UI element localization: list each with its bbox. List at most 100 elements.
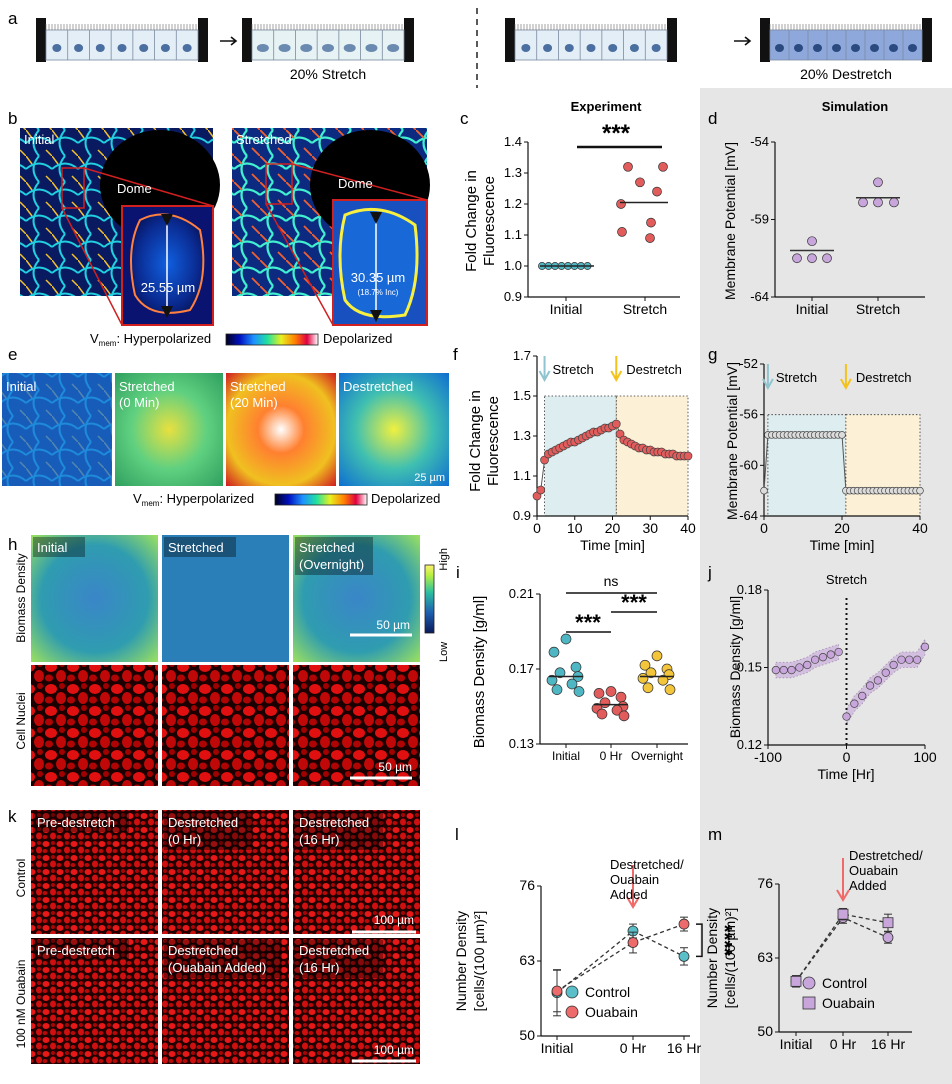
x-tick-label: 0 Hr <box>600 749 623 763</box>
data-point <box>916 486 924 495</box>
e-stretched-20-image <box>226 373 336 486</box>
cell-nucleus <box>775 44 784 52</box>
data-point <box>618 710 630 722</box>
series-line <box>556 930 685 994</box>
chart-d-title: Simulation <box>822 99 889 114</box>
chart-c-title: Experiment <box>571 99 642 114</box>
y-axis-label: Biomass Density [g/ml] <box>471 596 488 749</box>
destretch-arrow <box>626 865 640 909</box>
cell-nucleus <box>870 44 879 52</box>
k-ouabain-tag-added: (Ouabain Added) <box>168 960 266 975</box>
e-scale-label: 25 µm <box>414 472 445 484</box>
y-tick-label: 63 <box>519 952 535 968</box>
data-point <box>560 633 572 645</box>
data-point <box>651 650 663 662</box>
chart-l: Number Density [cells/(100 µm)²]506376Ini… <box>453 857 735 1056</box>
clamp-left <box>242 18 252 62</box>
destretch-region <box>845 414 921 517</box>
destretch-annotation: Destretch <box>856 370 912 385</box>
dome-label-right: Dome <box>338 176 373 191</box>
h-overnight-nuclei <box>293 665 420 786</box>
data-point <box>536 485 546 495</box>
y-axis-label: Biomass Density [g/ml] <box>727 596 743 738</box>
k-control-pre <box>31 810 158 934</box>
data-point <box>637 673 649 684</box>
data-point <box>573 686 585 697</box>
k-scale-1: 100 µm <box>374 913 414 927</box>
y-tick-label: 0.17 <box>509 661 534 676</box>
y-axis-label: Fold Change in <box>463 170 480 272</box>
y-tick-label: 1.3 <box>513 428 531 443</box>
k-ouabain-tag-16hr: (16 Hr) <box>299 960 339 975</box>
e-tag-stretched-0: Stretched <box>119 379 175 394</box>
x-tick-label: Stretch <box>623 301 667 317</box>
chart-m: Number Density [cells/(100 µm)²] 50 63 76 Ini… <box>704 848 923 1052</box>
y-tick-label: 1.1 <box>513 468 531 483</box>
cell-nucleus <box>564 44 574 52</box>
panel-label-e: e <box>8 345 17 364</box>
data-point <box>897 655 906 664</box>
dome-label-left: Dome <box>117 181 152 196</box>
h-initial-nuclei <box>31 665 158 786</box>
point-stretch <box>645 233 655 243</box>
y-tick-label: 1.3 <box>504 165 522 180</box>
cell-nucleus <box>387 44 400 52</box>
e-tag-stretched-20-time: (20 Min) <box>230 395 278 410</box>
k-ouabain-tag-destretched: Destretched <box>168 943 238 958</box>
data-point <box>834 647 843 657</box>
legend-marker <box>802 996 816 1010</box>
x-tick-label: 40 <box>912 520 928 536</box>
y-tick-label: 1.2 <box>504 196 522 211</box>
cell-nucleus <box>343 44 356 52</box>
x-tick-label: Initial <box>780 1036 813 1052</box>
data-point <box>570 661 582 673</box>
cell-nucleus <box>851 44 860 52</box>
e-legend-left: : Hyperpolarized <box>159 491 254 506</box>
destretch-caption: 20% Destretch <box>800 66 892 82</box>
y-tick-label: -56 <box>739 407 758 422</box>
y-axis-label: Fold Change in <box>467 390 484 492</box>
h-stretched-biomass <box>162 535 289 662</box>
data-point <box>889 660 898 670</box>
y-tick-label: 0.18 <box>737 582 762 597</box>
y-tick-label: 1.4 <box>504 134 522 149</box>
y-tick-label: 0.21 <box>509 586 534 601</box>
panel-k: k Control 100 nM Ouabain Pre-destretch D… <box>8 807 420 1064</box>
svg-text:Vmem: Hyperpolarized: Vmem: Hyperpolarized <box>133 491 254 508</box>
y-axis-label: Membrane Potential [mV] <box>724 362 740 520</box>
y-axis-label: Membrane Potential [mV] <box>722 142 738 300</box>
data-point <box>873 676 883 685</box>
y-tick-label: 63 <box>757 949 773 965</box>
y-tick-label: 0.13 <box>509 736 534 751</box>
cell-layer <box>251 29 405 61</box>
x-tick-label: 30 <box>642 520 658 536</box>
y-tick-label: -59 <box>750 212 769 227</box>
cell-nucleus <box>832 44 841 52</box>
data-point <box>882 932 894 943</box>
k-ouabain-16hr <box>293 938 420 1064</box>
cell-nucleus <box>160 44 170 52</box>
y-tick-label: 1.7 <box>513 348 531 363</box>
data-point <box>760 486 768 495</box>
k-control-tag-pre: Pre-destretch <box>37 815 115 830</box>
stretched-tag: Stretched <box>236 132 292 147</box>
y-axis-label: Number Density <box>453 911 469 1011</box>
chart-g: Membrane Potential [mV] -64 -60 -56 -52 0 20 40… <box>724 356 928 553</box>
cell-nucleus <box>543 44 553 52</box>
data-point <box>678 950 690 962</box>
point-stretch <box>616 199 626 209</box>
k-control-16hr <box>293 810 420 934</box>
legend-marker <box>565 1005 579 1019</box>
destretch-arrow <box>840 364 852 391</box>
panel-label-j: j <box>707 563 712 582</box>
arrow-stretch <box>220 36 238 46</box>
legend-marker <box>565 985 579 999</box>
k-control-tag-0hr: (0 Hr) <box>168 832 201 847</box>
point-initial <box>822 253 832 264</box>
legend-marker <box>802 976 816 990</box>
panel-b: b 25.55 µm Initial Dome 30.35 µm (18.7% … <box>8 109 430 348</box>
legend-label: Ouabain <box>585 1004 638 1020</box>
k-control-0hr <box>162 810 289 934</box>
x-axis-label: Time [Hr] <box>817 766 874 782</box>
x-tick-label: 16 Hr <box>871 1036 906 1052</box>
